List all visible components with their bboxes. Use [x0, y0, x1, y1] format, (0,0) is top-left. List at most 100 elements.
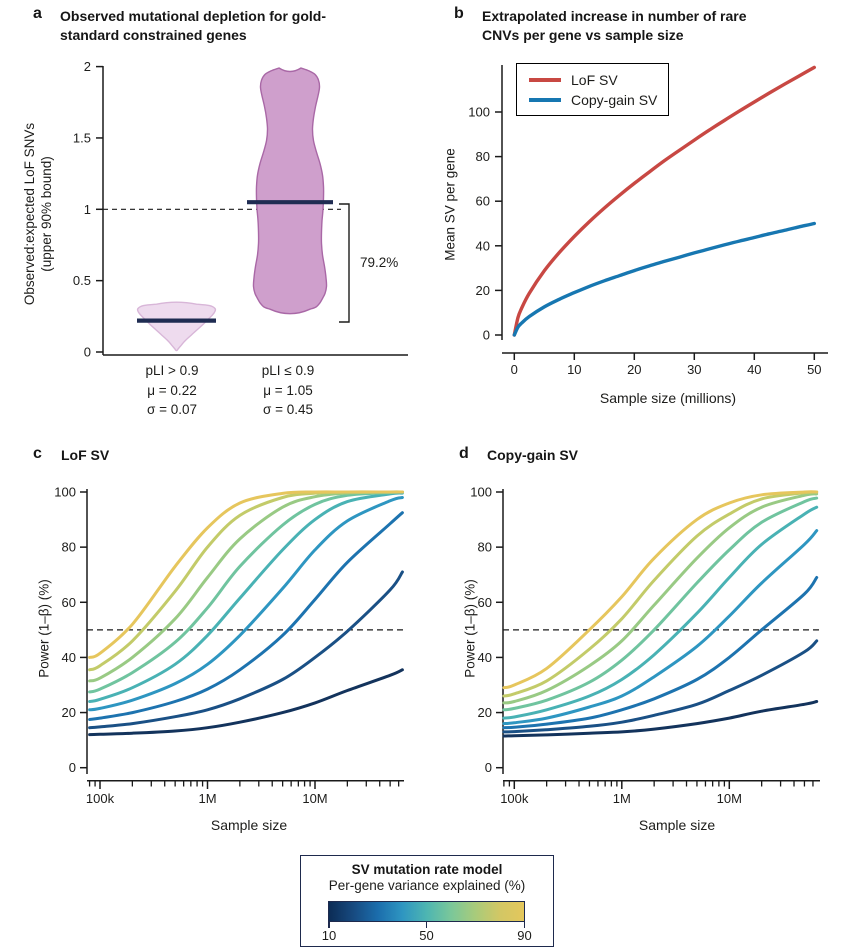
colorbar-title: SV mutation rate model — [351, 862, 503, 877]
legend-row-copy-gain-sv: Copy-gain SV — [529, 90, 668, 110]
y-tick-label: 1.5 — [73, 130, 91, 145]
panel-a-letter: a — [33, 5, 42, 22]
colorbar-legend: SV mutation rate model Per-gene variance… — [300, 855, 554, 947]
y-tick-label: 100 — [54, 485, 76, 500]
x-tick-label: 30 — [687, 362, 701, 377]
depletion-bracket — [339, 203, 350, 323]
lof-sv-label: LoF SV — [571, 72, 618, 88]
panel-b-title: Extrapolated increase in number of rare … — [482, 7, 827, 45]
group2-sigma: σ = 0.45 — [263, 402, 313, 417]
power-curve-70 — [502, 492, 819, 705]
panel-d-title: Copy-gain SV — [487, 446, 707, 465]
violin-1 — [136, 301, 217, 352]
x-tick-label: 0 — [511, 362, 518, 377]
power-curve-50 — [88, 491, 404, 703]
panel-a-title-line2: standard constrained genes — [60, 27, 247, 43]
y-tick-label: 80 — [476, 149, 490, 164]
colorbar-gradient — [328, 901, 525, 922]
y-tick-label: 40 — [62, 650, 76, 665]
violin-2 — [252, 67, 328, 315]
colorbar-label-50: 50 — [419, 928, 434, 943]
y-tick-label: 20 — [476, 283, 490, 298]
copy-gain-sv-swatch — [529, 97, 561, 103]
y-tick-label: 100 — [468, 105, 490, 120]
power-curve-40 — [88, 496, 404, 712]
y-tick-label: 0 — [69, 760, 76, 775]
panel-b-title-line1: Extrapolated increase in number of rare — [482, 8, 747, 24]
colorbar-tick-10 — [328, 922, 330, 928]
colorbar-tick-90 — [523, 922, 525, 928]
y-tick-label: 20 — [62, 705, 76, 720]
power-curve-70 — [88, 490, 404, 683]
y-tick-label: 60 — [478, 595, 492, 610]
panel-c-title-text: LoF SV — [61, 447, 110, 463]
panel-c-title: LoF SV — [61, 446, 261, 465]
panel-c-chart: 0 20 40 60 80 100 100k 1M 10M — [54, 485, 404, 806]
group2-mu: μ = 1.05 — [263, 382, 313, 398]
y-tick-label: 0 — [483, 328, 490, 343]
x-tick-label: 100k — [500, 791, 529, 806]
power-curve-80 — [88, 490, 404, 672]
group1-pli: pLI > 0.9 — [145, 363, 199, 378]
power-curve-40 — [502, 529, 819, 726]
panel-d-letter: d — [459, 445, 469, 462]
y-tick-label: 40 — [478, 650, 492, 665]
lof-sv-swatch — [529, 77, 561, 83]
x-tick-label: 40 — [747, 362, 761, 377]
colorbar-label-10: 10 — [321, 928, 337, 943]
x-tick-label: 10M — [302, 791, 327, 806]
group1-sigma: σ = 0.07 — [147, 402, 197, 417]
panel-b-x-axis-label: Sample size (millions) — [599, 390, 737, 406]
x-tick-label: 10 — [567, 362, 581, 377]
power-curve-10 — [88, 668, 404, 737]
y-tick-label: 60 — [476, 194, 490, 209]
group2-pli: pLI ≤ 0.9 — [261, 363, 315, 378]
power-curve-60 — [502, 496, 819, 712]
y-tick-label: 1 — [84, 202, 91, 217]
panel-d-chart: 0 20 40 60 80 100 100k 1M 10M — [470, 485, 820, 806]
y-tick-label: 0 — [84, 345, 91, 360]
y-tick-label: 80 — [478, 540, 492, 555]
x-tick-label: 1M — [198, 791, 216, 806]
power-curve-80 — [502, 490, 819, 698]
x-tick-label: 20 — [627, 362, 641, 377]
panel-d-x-axis-label: Sample size — [638, 817, 716, 833]
panel-d-title-text: Copy-gain SV — [487, 447, 579, 463]
panel-b-chart: 0 20 40 60 80 100 0 10 20 30 40 50 — [468, 65, 828, 377]
power-curve-30 — [88, 511, 404, 721]
y-tick-label: 80 — [62, 540, 76, 555]
x-tick-label: 100k — [86, 791, 115, 806]
x-tick-label: 10M — [717, 791, 742, 806]
curve-lof-sv — [512, 65, 816, 337]
power-curve-30 — [502, 576, 819, 730]
panel-a-group2-label: pLI ≤ 0.9 μ = 1.05 σ = 0.45 — [213, 361, 363, 420]
power-curve-90 — [502, 490, 819, 690]
panel-b-legend: LoF SV Copy-gain SV — [516, 63, 669, 116]
group1-mu: μ = 0.22 — [147, 382, 197, 398]
x-tick-label: 50 — [807, 362, 821, 377]
legend-row-lof-sv: LoF SV — [529, 70, 668, 90]
colorbar-tick-50 — [425, 922, 427, 928]
panel-c-x-axis-label: Sample size — [210, 817, 288, 833]
x-tick-label: 1M — [613, 791, 631, 806]
y-tick-label: 40 — [476, 238, 490, 253]
y-tick-label: 20 — [478, 705, 492, 720]
curve-copy-gain-sv — [512, 221, 816, 337]
y-tick-label: 60 — [62, 595, 76, 610]
y-tick-label: 100 — [470, 485, 492, 500]
panel-a-title: Observed mutational depletion for gold- … — [60, 7, 405, 45]
panel-b-title-line2: CNVs per gene vs sample size — [482, 27, 684, 43]
y-tick-label: 0.5 — [73, 273, 91, 288]
depletion-annotation: 79.2% — [360, 255, 398, 270]
power-curve-50 — [502, 505, 819, 720]
y-tick-label: 0 — [485, 760, 492, 775]
power-curve-90 — [88, 490, 404, 659]
colorbar-label-90: 90 — [517, 928, 532, 943]
panel-b-letter: b — [454, 5, 464, 22]
power-curve-20 — [88, 570, 404, 730]
colorbar-subtitle: Per-gene variance explained (%) — [328, 878, 526, 893]
panel-a-chart: 0 0.5 1 1.5 2 79.2% — [73, 59, 408, 360]
panel-a-group1-label: pLI > 0.9 μ = 0.22 σ = 0.07 — [97, 361, 247, 420]
y-tick-label: 2 — [84, 59, 91, 74]
